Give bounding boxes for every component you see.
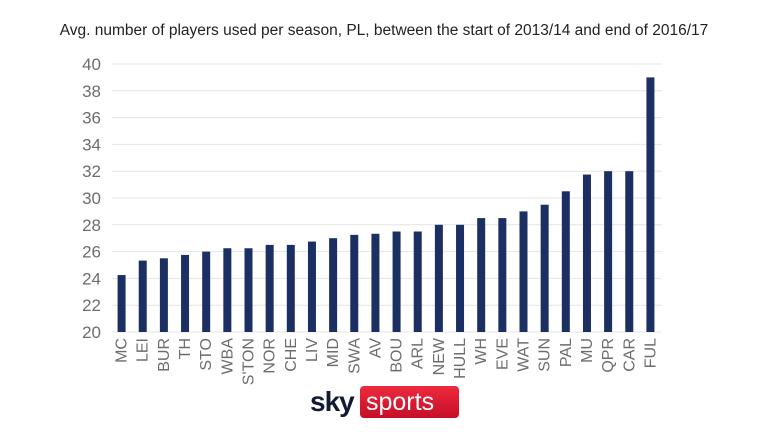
bar-swa [350, 234, 359, 332]
x-tick-label: WBA [219, 338, 236, 375]
bar-liv [307, 241, 316, 332]
x-tick-label: TH [177, 338, 194, 359]
x-tick-label: MID [325, 338, 342, 367]
y-tick-label: 32 [82, 162, 101, 181]
bar-arl [413, 231, 422, 332]
y-tick-label: 38 [82, 82, 101, 101]
x-tick-label: NOR [262, 338, 279, 374]
x-tick-label: LIV [304, 338, 321, 362]
x-tick-label: BOU [389, 338, 406, 373]
y-tick-label: 30 [82, 189, 101, 208]
bar-bur [159, 258, 168, 332]
bar-mid [329, 238, 338, 332]
x-tick-label: EVE [494, 338, 511, 370]
y-tick-label: 22 [82, 296, 101, 315]
x-tick-label: S'TON [241, 338, 258, 385]
y-tick-label: 36 [82, 109, 101, 128]
y-tick-label: 26 [82, 243, 101, 262]
bar-che [286, 244, 295, 332]
bar-nor [265, 244, 274, 332]
x-tick-label: WH [473, 338, 490, 365]
bar-ston [244, 248, 253, 332]
logo-word-sky: sky [310, 386, 355, 417]
bar-car [625, 171, 634, 332]
bar-wh [477, 218, 486, 332]
x-tick-label: FUL [642, 338, 659, 368]
x-tick-label: CHE [283, 338, 300, 372]
x-tick-label: WAT [516, 338, 533, 372]
bar-bou [392, 231, 401, 332]
x-tick-label: SUN [537, 338, 554, 372]
bar-wat [519, 211, 528, 332]
x-axis-labels: MC LEI BUR TH STO WBA S'TON NOR CHE LIV MID SWA AV BO… [114, 337, 660, 385]
x-tick-label: HULL [452, 338, 469, 379]
y-tick-label: 20 [82, 323, 101, 342]
x-tick-label: ARL [410, 338, 427, 369]
bar-av [371, 233, 380, 332]
y-tick-label: 34 [82, 135, 101, 154]
x-tick-label: AV [367, 338, 384, 358]
chart-title: Avg. number of players used per season, … [59, 22, 709, 39]
bar-wba [223, 248, 232, 332]
bar-th [181, 254, 190, 332]
bar-sun [540, 204, 549, 332]
bar-ful [646, 77, 655, 333]
bar-sto [202, 251, 211, 332]
bar-hull [456, 224, 465, 332]
x-tick-label: NEW [431, 337, 448, 375]
x-tick-label: SWA [346, 338, 363, 374]
x-tick-label: MC [114, 338, 131, 363]
logo-red-panel [360, 386, 459, 418]
y-tick-label: 24 [82, 269, 101, 288]
y-tick-label: 28 [82, 216, 101, 235]
bar-pal [561, 191, 570, 332]
x-tick-label: LEI [135, 338, 152, 362]
x-tick-label: BUR [156, 338, 173, 372]
logo-word-sports: sports [366, 388, 434, 416]
bar-mc [117, 275, 126, 332]
y-axis-ticks: 20 22 24 26 28 30 32 34 36 38 40 [82, 55, 101, 342]
x-tick-label: MU [579, 338, 596, 363]
x-tick-label: CAR [621, 338, 638, 372]
x-tick-label: QPR [600, 338, 617, 373]
bar-new [434, 224, 443, 332]
bar-mu [582, 174, 591, 332]
gridlines [112, 63, 662, 333]
y-tick-label: 40 [82, 55, 101, 74]
bar-qpr [604, 171, 613, 332]
x-tick-label: STO [198, 338, 215, 371]
bar-lei [138, 260, 147, 332]
bar-eve [498, 218, 507, 332]
sky-sports-logo: sky sports [310, 386, 459, 418]
bars [117, 77, 655, 333]
x-tick-label: PAL [558, 338, 575, 367]
